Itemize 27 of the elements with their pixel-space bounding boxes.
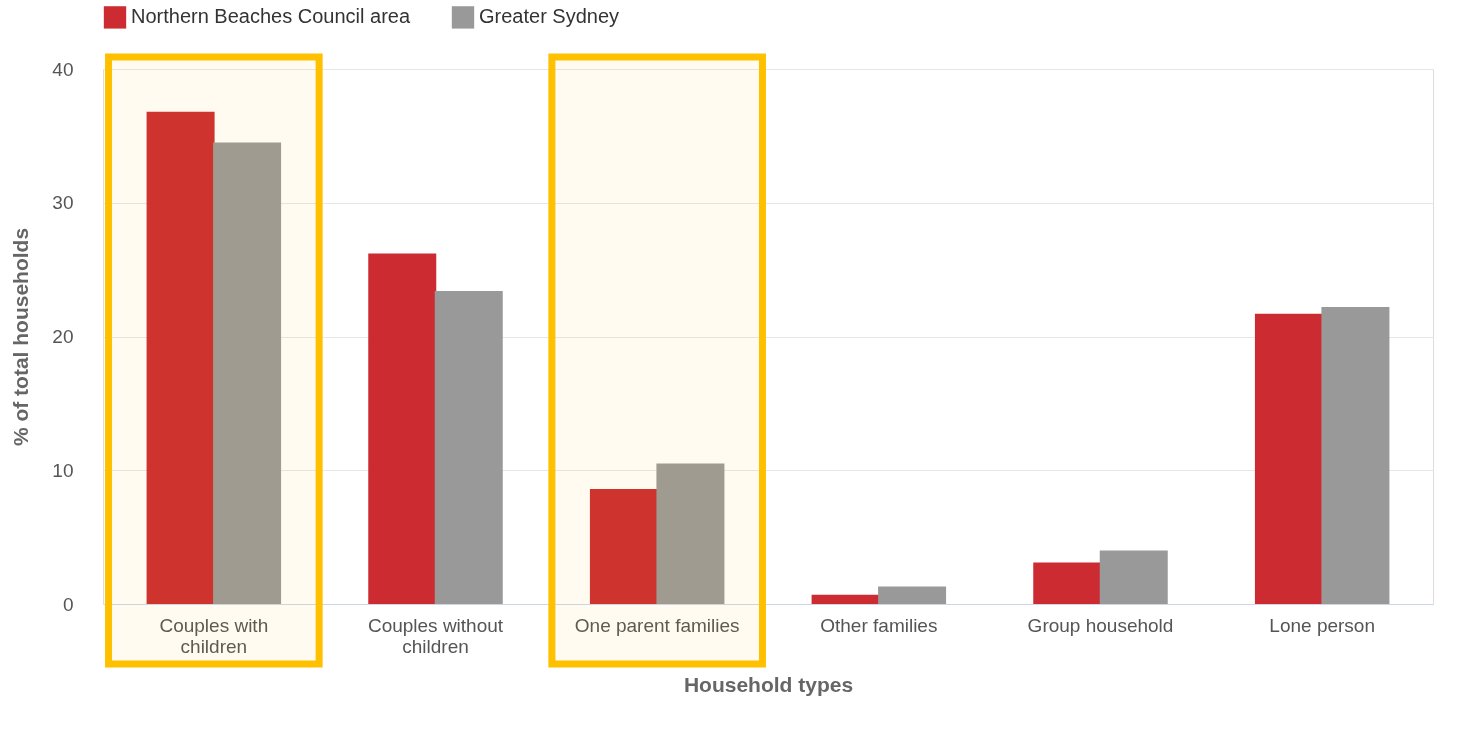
x-tick-label: Lone person xyxy=(1269,614,1375,636)
legend-label: Greater Sydney xyxy=(479,5,620,28)
bar xyxy=(589,488,658,604)
x-tick-label: One parent families xyxy=(574,614,740,636)
x-tick-label: Group household xyxy=(1027,614,1174,636)
bar xyxy=(213,142,282,604)
y-tick-label: 0 xyxy=(62,593,74,615)
bar xyxy=(656,463,725,604)
bar xyxy=(1254,313,1323,604)
x-tick-label: Other families xyxy=(820,614,938,636)
legend-label: Northern Beaches Council area xyxy=(131,5,411,28)
x-tick-label: Couples without children xyxy=(367,614,504,657)
bar xyxy=(811,594,880,604)
y-tick-label: 10 xyxy=(52,459,74,481)
bar xyxy=(146,111,215,604)
bar xyxy=(434,291,503,604)
y-tick-label: 30 xyxy=(52,192,74,214)
y-tick-label: 40 xyxy=(52,58,74,80)
x-tick-label: Couples with children xyxy=(159,614,269,657)
x-axis-title: Household types xyxy=(683,672,854,696)
bar xyxy=(1033,562,1102,604)
y-tick-label: 20 xyxy=(52,326,74,347)
bar xyxy=(1099,550,1168,604)
bar xyxy=(1321,307,1390,604)
bar xyxy=(368,253,437,604)
y-axis-title: % of total households xyxy=(9,227,33,447)
bar xyxy=(878,586,947,604)
